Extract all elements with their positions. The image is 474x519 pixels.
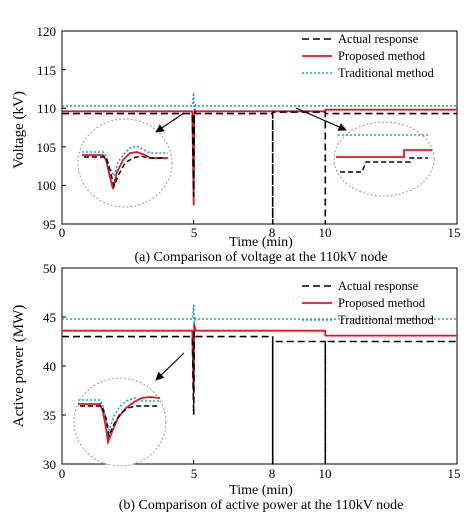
x-tick-label: 0 [59, 466, 66, 481]
panel-a: 95 100 105 110 115 120 0 5 8 10 15 Time … [11, 24, 461, 265]
y-axis-label: Voltage (kV) [11, 91, 27, 169]
zoom-arrow [295, 107, 347, 131]
x-tick-label: 15 [448, 466, 461, 481]
y-tick-label: 40 [43, 359, 56, 374]
zoom-arrow [155, 112, 185, 133]
legend-label-proposed: Proposed method [338, 49, 426, 63]
zoom-trace-actual [80, 405, 158, 439]
y-tick-label: 100 [37, 178, 57, 193]
x-tick-label: 10 [319, 225, 332, 240]
y-tick-label: 120 [37, 24, 57, 39]
legend-label-actual: Actual response [338, 279, 419, 293]
caption-b: (b) Comparison of active power at the 11… [119, 498, 404, 513]
legend-label-traditional: Traditional method [338, 66, 434, 80]
y-tick-label: 115 [37, 63, 56, 78]
zoom-trace-actual [340, 157, 428, 173]
y-axis-label: Active power (MW) [11, 305, 27, 427]
zoom-trace-proposed [82, 151, 168, 190]
panel-b: 30 35 40 45 50 0 5 8 10 15 Time (min) Ac… [11, 261, 461, 513]
series-b [62, 304, 457, 465]
x-axis-label: Time (min) [229, 483, 293, 498]
x-tick-label: 10 [319, 466, 332, 481]
zoom-circle [77, 118, 173, 208]
y-tick-label: 105 [37, 140, 57, 155]
x-tick-label: 15 [448, 225, 461, 240]
zoom-trace-traditional [78, 397, 160, 433]
zoom-circle [73, 377, 167, 467]
y-tick-label: 30 [43, 457, 56, 472]
legend-b: Actual response Proposed method Traditio… [302, 279, 434, 327]
series-line-traditional-method [62, 304, 457, 328]
caption-a: (a) Comparison of voltage at the 110kV n… [134, 250, 387, 265]
x-tick-label: 0 [59, 225, 66, 240]
x-tick-label: 5 [191, 466, 198, 481]
zoom-inset-left-a [77, 112, 185, 208]
legend-label-actual: Actual response [338, 32, 419, 46]
x-tick-label: 5 [191, 225, 198, 240]
x-axis-label: Time (min) [229, 235, 293, 250]
series-line-actual-response [62, 111, 457, 225]
legend-a: Actual response Proposed method Traditio… [302, 32, 434, 80]
series-line-traditional-method [62, 92, 457, 113]
series-line-actual-response [62, 330, 457, 465]
zoom-inset-right-a [295, 107, 435, 197]
series-a [62, 92, 457, 225]
zoom-trace-actual [84, 155, 166, 189]
y-tick-label: 110 [37, 101, 56, 116]
zoom-trace-traditional [82, 145, 168, 179]
zoom-arrow [155, 352, 185, 381]
zoom-trace-proposed [78, 396, 161, 446]
zoom-circle [333, 121, 435, 197]
legend-label-proposed: Proposed method [338, 296, 426, 310]
y-tick-label: 35 [43, 408, 56, 423]
ticks-a [61, 30, 458, 225]
y-tick-label: 45 [43, 310, 56, 325]
y-tick-label: 50 [43, 261, 56, 276]
x-tick-label: 8 [269, 466, 276, 481]
y-tick-label: 95 [43, 217, 56, 232]
zoom-trace-proposed [336, 149, 432, 158]
legend-label-traditional: Traditional method [338, 313, 434, 327]
zoom-inset-b [73, 352, 185, 467]
x-tick-label: 8 [269, 225, 276, 240]
